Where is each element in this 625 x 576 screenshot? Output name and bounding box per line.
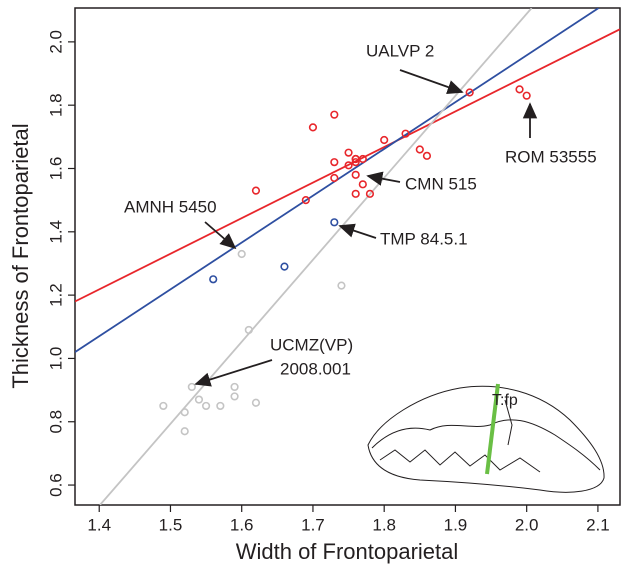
x-tick-label: 2.0 [515, 515, 539, 534]
point [301, 196, 310, 205]
y-tick-label: 1.6 [46, 157, 65, 181]
x-axis-label: Width of Frontoparietal [236, 539, 459, 564]
point [280, 262, 289, 271]
point [308, 123, 318, 132]
point [358, 154, 367, 164]
point [351, 189, 360, 198]
annotation-arrow [366, 171, 401, 186]
annotation: TMP 84.5.1 [380, 229, 468, 248]
annotation: ROM 53555 [505, 147, 597, 166]
point [330, 173, 339, 183]
point [216, 401, 225, 411]
skull-texture [379, 449, 541, 473]
x-tick-label: 1.4 [87, 515, 111, 534]
y-tick-label: 1.4 [46, 220, 65, 244]
point [251, 398, 261, 407]
point [194, 395, 204, 404]
thickness-line [485, 383, 500, 475]
fit-line [75, 28, 620, 303]
annotation-arrow [338, 223, 377, 239]
plot-frame [74, 7, 621, 506]
skull-crack [504, 399, 513, 446]
y-tick-label: 1.8 [46, 93, 65, 117]
x-tick-label: 1.7 [301, 515, 325, 534]
x-tick-label: 2.1 [586, 515, 610, 534]
point [351, 158, 360, 167]
point [187, 382, 196, 392]
point [337, 281, 346, 290]
point [180, 408, 189, 417]
point [415, 145, 424, 154]
annotation-arrow [194, 359, 273, 387]
point [159, 401, 168, 411]
point [365, 189, 375, 198]
point [380, 135, 389, 145]
point [330, 110, 339, 119]
point [330, 218, 339, 227]
annotation-arrow [204, 221, 237, 250]
annotation: AMNH 5450 [124, 197, 217, 216]
annotation-arrow [399, 69, 464, 94]
point [358, 180, 367, 189]
x-tick-label: 1.6 [230, 515, 254, 534]
x-tick-label: 1.5 [159, 515, 183, 534]
point [522, 91, 531, 100]
point [244, 325, 253, 335]
y-tick-label: 1.2 [46, 283, 65, 307]
plot-area [75, 8, 620, 505]
point [230, 382, 239, 392]
y-tick-label: 2.0 [46, 30, 65, 54]
annotation: UALVP 2 [366, 41, 434, 60]
point [422, 151, 432, 160]
skull-inset [367, 383, 605, 493]
point [230, 392, 239, 401]
point [515, 85, 524, 94]
annotation: CMN 515 [405, 174, 477, 193]
point [344, 148, 353, 157]
annotation: UCMZ(VP) [270, 335, 353, 354]
point [209, 275, 218, 284]
annotation: 2008.001 [280, 359, 351, 378]
y-tick-label: 0.6 [46, 473, 65, 497]
point [401, 129, 410, 138]
point [344, 161, 353, 170]
y-axis-label: Thickness of Frontoparietal [8, 123, 33, 388]
x-tick-label: 1.8 [372, 515, 396, 534]
skull-suture [371, 419, 601, 471]
skull-outline [367, 385, 605, 493]
y-tick-label: 0.8 [46, 410, 65, 434]
point [465, 88, 474, 97]
inset-label: T:fp [492, 392, 518, 409]
point [330, 158, 339, 167]
point [251, 186, 261, 195]
y-tick-label: 1.0 [46, 347, 65, 371]
point [180, 427, 189, 436]
point [351, 170, 360, 179]
point [237, 249, 246, 259]
x-tick-label: 1.9 [444, 515, 468, 534]
point [201, 401, 211, 411]
